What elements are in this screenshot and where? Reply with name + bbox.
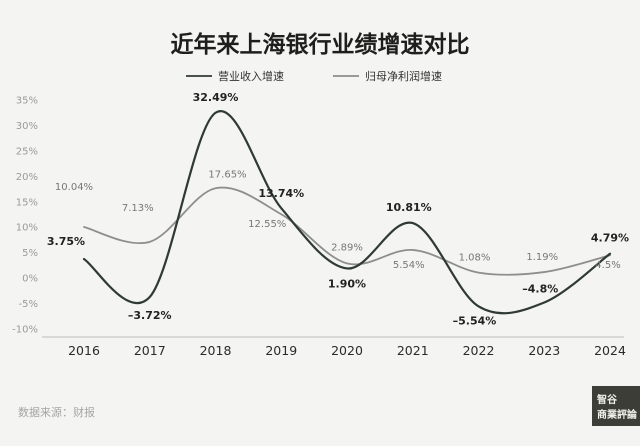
y-tick-label: 0% xyxy=(22,274,38,285)
y-tick-label: 35% xyxy=(16,96,38,107)
legend-label-revenue: 营业收入增速 xyxy=(218,69,284,83)
data-label-revenue: 13.74% xyxy=(258,187,304,200)
data-label-net-profit: 4.5% xyxy=(595,260,620,271)
data-label-revenue: 10.81% xyxy=(386,201,432,214)
x-tick-label: 2023 xyxy=(528,343,560,358)
data-label-net-profit: 12.55% xyxy=(248,219,286,230)
y-tick-label: 10% xyxy=(16,223,38,234)
data-label-net-profit: 1.19% xyxy=(526,252,558,263)
y-tick-label: 5% xyxy=(22,248,38,259)
chart-title: 近年来上海银行业绩增速对比 xyxy=(171,31,470,58)
logo-box xyxy=(592,386,640,426)
data-labels: 3.75% –3.72% 32.49% 13.74% 1.90% 10.81% –5.54%… xyxy=(47,91,629,328)
logo-line1: 智谷 xyxy=(597,393,618,406)
logo: 智谷 商業評論 xyxy=(592,386,640,426)
y-tick-label: 25% xyxy=(16,146,38,157)
x-tick-label: 2024 xyxy=(594,343,626,358)
y-axis: -10% -5% 0% 5% 10% 15% 20% 25% 30% 35% xyxy=(12,96,38,336)
x-tick-label: 2019 xyxy=(265,343,297,358)
data-label-revenue: 1.90% xyxy=(328,277,366,290)
series-line-net-profit xyxy=(83,186,611,276)
data-label-revenue: 4.79% xyxy=(591,232,629,245)
data-label-net-profit: 5.54% xyxy=(393,260,425,271)
legend-label-net-profit: 归母净利润增速 xyxy=(365,69,442,83)
y-tick-label: 20% xyxy=(16,172,38,183)
x-tick-label: 2018 xyxy=(200,343,232,358)
legend: 营业收入增速 归母净利润增速 xyxy=(186,69,442,83)
x-tick-label: 2021 xyxy=(397,343,429,358)
data-label-revenue: 3.75% xyxy=(47,235,85,248)
x-tick-label: 2016 xyxy=(68,343,100,358)
x-tick-label: 2017 xyxy=(134,343,166,358)
y-tick-label: -5% xyxy=(19,299,38,310)
data-label-revenue: –4.8% xyxy=(522,283,558,296)
logo-line2: 商業評論 xyxy=(597,408,638,421)
data-label-revenue: 32.49% xyxy=(193,91,239,104)
data-label-net-profit: 10.04% xyxy=(55,182,93,193)
data-label-net-profit: 2.89% xyxy=(331,242,363,253)
data-label-revenue: –3.72% xyxy=(128,309,172,322)
x-tick-label: 2022 xyxy=(463,343,495,358)
y-tick-label: 15% xyxy=(16,197,38,208)
data-label-net-profit: 1.08% xyxy=(459,253,491,264)
source-note: 数据来源：财报 xyxy=(18,405,95,419)
data-label-net-profit: 17.65% xyxy=(208,169,246,180)
y-tick-label: -10% xyxy=(12,325,38,336)
x-tick-label: 2020 xyxy=(331,343,363,358)
data-label-revenue: –5.54% xyxy=(453,314,497,327)
series-line-revenue xyxy=(82,109,612,315)
x-axis: 2016 2017 2018 2019 2020 2021 2022 2023 2024 xyxy=(42,336,626,358)
series-layer xyxy=(82,109,612,315)
data-label-net-profit: 7.13% xyxy=(122,203,154,214)
y-tick-label: 30% xyxy=(16,121,38,132)
